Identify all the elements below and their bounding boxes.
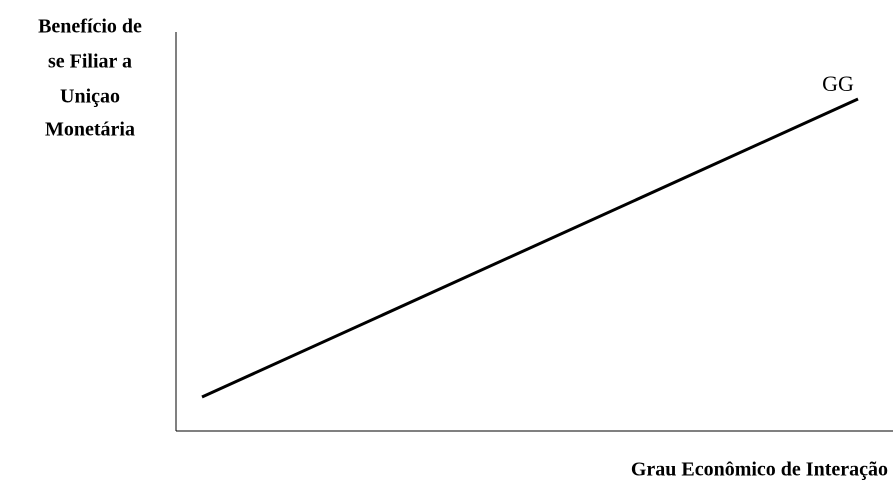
y-axis-label-line: se Filiar a <box>48 51 132 73</box>
gg-curve <box>201 97 859 399</box>
y-axis-label-line: Monetária <box>45 119 135 141</box>
x-axis-label: Grau Econômico de Interação <box>631 459 888 481</box>
curve-label: GG <box>822 71 854 96</box>
y-axis-label-line: Uniçao <box>60 86 120 108</box>
y-axis-label-line: Benefício de <box>38 16 142 38</box>
